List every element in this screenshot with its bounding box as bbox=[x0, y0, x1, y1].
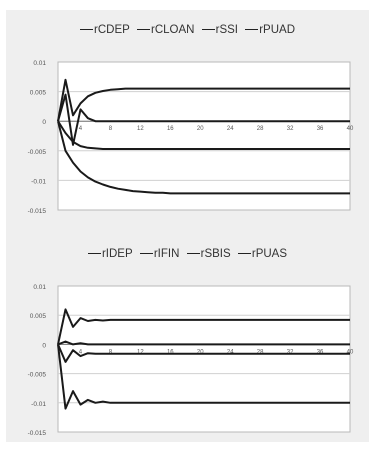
x-tick-label: 16 bbox=[167, 126, 174, 132]
legend-swatch bbox=[87, 253, 101, 255]
x-tick-label: 24 bbox=[227, 126, 234, 132]
legend-label: rSSI bbox=[215, 24, 239, 36]
legend-item: rSBIS bbox=[186, 248, 231, 260]
x-tick-label: 32 bbox=[287, 126, 294, 132]
x-tick-label: 40 bbox=[347, 126, 354, 132]
y-tick-label: -0.005 bbox=[28, 372, 47, 379]
series-line-rIDEP bbox=[57, 308, 350, 345]
legend-label: rIDEP bbox=[101, 248, 133, 260]
y-tick-label: 0 bbox=[42, 342, 46, 349]
series-line-rCLOAN bbox=[57, 78, 350, 122]
y-tick-label: 0.01 bbox=[33, 60, 46, 67]
legend-swatch bbox=[186, 253, 200, 255]
y-tick-label: -0.01 bbox=[31, 401, 46, 408]
chart-legend: rCDEP rCLOAN rSSI rPUAD bbox=[6, 24, 369, 36]
x-tick-label: 24 bbox=[227, 349, 234, 355]
legend-item: rCLOAN bbox=[136, 24, 195, 36]
legend-item: rPUAS bbox=[237, 248, 288, 260]
legend-swatch bbox=[80, 29, 93, 31]
chart-panel-bottom: rIDEP rIFIN rSBIS rPUAS 0.01 0.005 0 -0.005… bbox=[6, 232, 369, 442]
x-tick-label: 12 bbox=[137, 126, 144, 132]
legend-label: rCDEP bbox=[94, 24, 130, 36]
chart-plot-top: 0.01 0.005 0 -0.005 -0.01 -0.015 4 8 12 16 20 24 28 3… bbox=[28, 60, 354, 215]
legend-swatch bbox=[136, 29, 150, 31]
x-tick-label: 28 bbox=[257, 349, 264, 355]
figure: rCDEP rCLOAN rSSI rPUAD 0.01 0.005 0 -0.005… bbox=[6, 10, 369, 442]
legend-swatch bbox=[139, 253, 153, 255]
chart-legend: rIDEP rIFIN rSBIS rPUAS bbox=[6, 248, 369, 260]
legend-swatch bbox=[237, 253, 251, 255]
series-line-rSSI bbox=[57, 120, 350, 150]
series-line-rPUAD bbox=[57, 120, 350, 195]
y-tick-label: 0.01 bbox=[33, 284, 46, 291]
x-tick-label: 40 bbox=[347, 349, 354, 355]
legend-swatch bbox=[245, 29, 259, 31]
x-tick-label: 20 bbox=[197, 349, 204, 355]
x-tick-label: 28 bbox=[257, 126, 264, 132]
x-tick-label: 32 bbox=[287, 349, 294, 355]
plot-area bbox=[57, 285, 351, 433]
legend-label: rCLOAN bbox=[150, 24, 195, 36]
y-tick-label: 0 bbox=[42, 119, 46, 126]
y-tick-label: -0.015 bbox=[28, 430, 47, 437]
series-line-rSBIS bbox=[57, 340, 350, 346]
legend-label: rIFIN bbox=[153, 248, 180, 260]
x-tick-label: 16 bbox=[167, 349, 174, 355]
legend-item: rSSI bbox=[201, 24, 239, 36]
x-tick-label: 36 bbox=[317, 126, 324, 132]
y-tick-label: 0.005 bbox=[30, 90, 47, 97]
y-tick-label: 0.005 bbox=[30, 313, 47, 320]
plot-area bbox=[57, 61, 351, 211]
series-line-rCDEP bbox=[57, 93, 350, 146]
x-tick-label: 8 bbox=[109, 349, 113, 355]
legend-label: rPUAD bbox=[259, 24, 295, 36]
chart-panel-top: rCDEP rCLOAN rSSI rPUAD 0.01 0.005 0 -0.005… bbox=[6, 10, 369, 220]
x-tick-label: 8 bbox=[109, 126, 113, 132]
x-tick-label: 12 bbox=[137, 349, 144, 355]
x-tick-label: 36 bbox=[317, 349, 324, 355]
legend-label: rSBIS bbox=[200, 248, 231, 260]
x-tick-label: 4 bbox=[79, 349, 83, 355]
x-tick-label: 4 bbox=[79, 126, 83, 132]
legend-swatch bbox=[201, 29, 215, 31]
legend-item: rCDEP bbox=[80, 24, 130, 36]
legend-item: rPUAD bbox=[245, 24, 295, 36]
series-line-rPUAS bbox=[57, 344, 350, 410]
legend-label: rPUAS bbox=[251, 248, 288, 260]
legend-item: rIDEP bbox=[87, 248, 133, 260]
x-tick-label: 20 bbox=[197, 126, 204, 132]
y-tick-label: -0.015 bbox=[28, 208, 47, 215]
series-line-rIFIN bbox=[57, 344, 350, 363]
chart-plot-bottom: 0.01 0.005 0 -0.005 -0.01 -0.015 4 8 12 16 20 24 28 3… bbox=[28, 284, 354, 437]
legend-item: rIFIN bbox=[139, 248, 180, 260]
y-tick-label: -0.005 bbox=[28, 149, 47, 156]
y-tick-label: -0.01 bbox=[31, 178, 46, 185]
